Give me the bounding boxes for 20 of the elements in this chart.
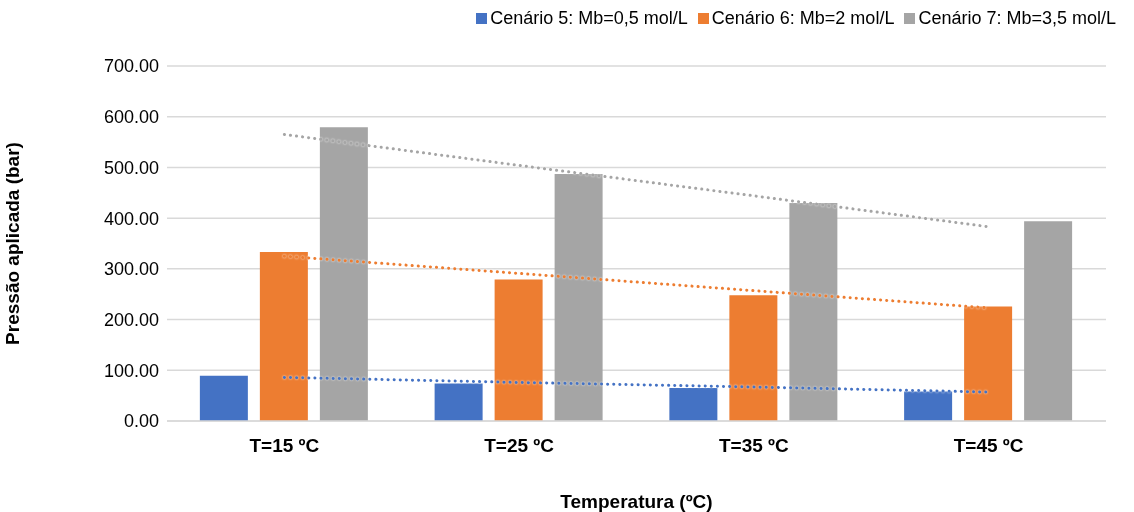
bar xyxy=(199,375,248,421)
x-tick-label: T=25 ºC xyxy=(484,435,555,457)
legend-label: Cenário 5: Mb=0,5 mol/L xyxy=(490,8,688,29)
x-tick-label: T=15 ºC xyxy=(249,435,320,457)
y-tick-label: 500.00 xyxy=(103,157,159,178)
y-tick-label: 200.00 xyxy=(103,309,159,330)
y-tick-label: 300.00 xyxy=(103,259,159,280)
y-tick-label: 700.00 xyxy=(103,56,159,77)
x-tick-label: T=35 ºC xyxy=(718,435,790,457)
y-tick-label: 100.00 xyxy=(103,360,159,381)
bar xyxy=(494,279,543,421)
legend-label: Cenário 7: Mb=3,5 mol/L xyxy=(918,8,1116,29)
y-axis-title: Pressão aplicada (bar) xyxy=(1,142,23,345)
x-tick-label: T=45 ºC xyxy=(953,435,1024,457)
y-tick-label: 600.00 xyxy=(103,107,159,128)
bar xyxy=(1024,221,1073,421)
y-tick-label: 400.00 xyxy=(103,208,159,229)
legend-label: Cenário 6: Mb=2 mol/L xyxy=(711,8,895,29)
y-tick-label: 0.00 xyxy=(123,411,159,432)
x-axis-title: Temperatura (ºC) xyxy=(560,491,713,512)
